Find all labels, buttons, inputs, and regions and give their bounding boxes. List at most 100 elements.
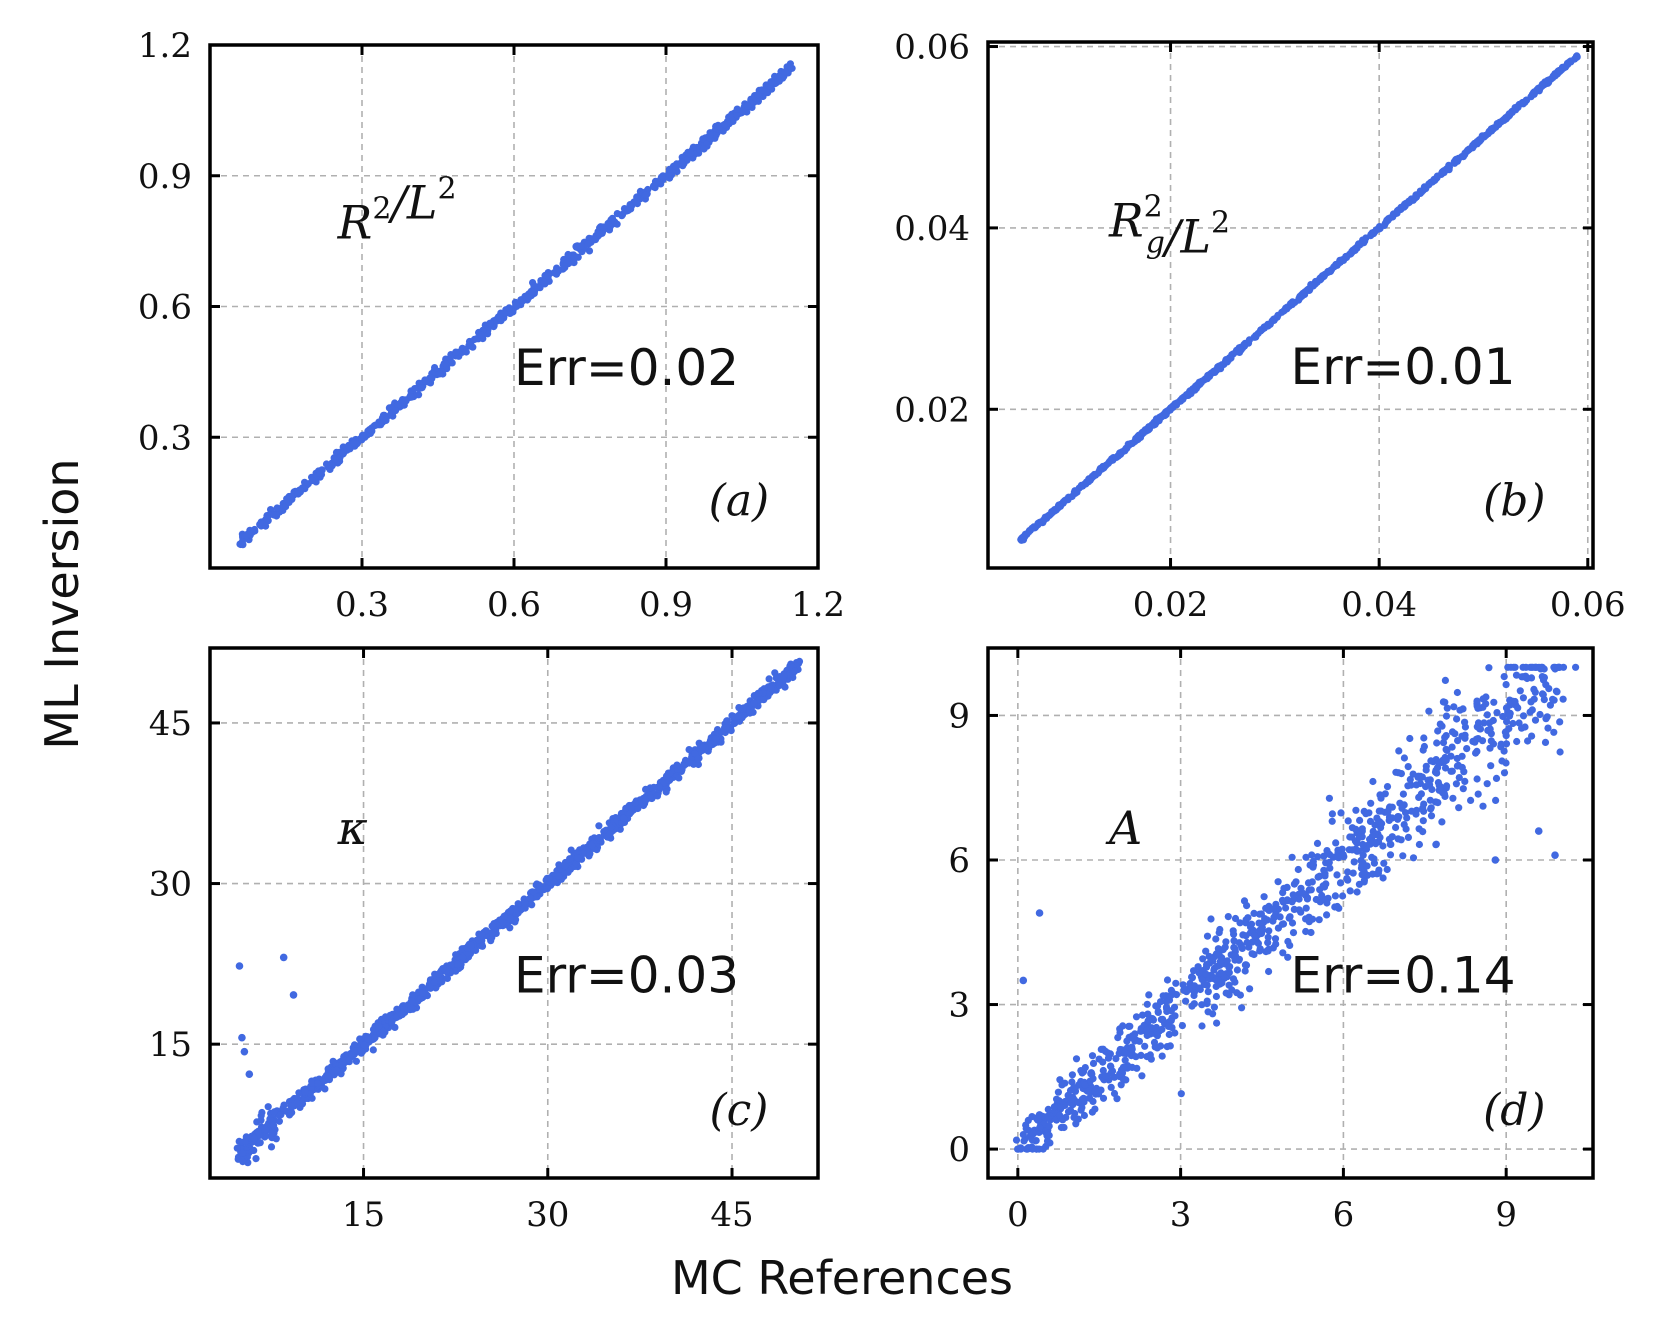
data-point [1461,734,1469,742]
data-point [1157,1042,1165,1050]
data-point [1400,821,1408,829]
error-label: Err=0.01 [1291,338,1516,396]
data-point [1212,982,1220,991]
data-point [287,1109,295,1117]
data-point [1439,698,1447,706]
data-point [1190,988,1198,996]
data-point [1323,899,1331,907]
data-point [322,460,331,468]
data-point [268,1129,276,1137]
data-point [1339,892,1347,900]
data-point [1386,840,1394,848]
data-point [459,954,467,962]
data-point [1452,780,1460,788]
data-point [1406,734,1414,743]
data-point [1404,782,1412,790]
data-point [746,709,754,717]
data-point [1200,980,1208,989]
data-point [1399,790,1407,798]
data-point [1502,681,1510,689]
data-point [691,749,699,758]
data-point [418,384,426,392]
data-point [1438,169,1446,177]
data-point [1480,719,1488,727]
data-point [1238,1004,1246,1012]
data-point [391,407,400,415]
data-point [533,893,541,901]
data-point [553,267,562,275]
data-point [382,416,390,424]
scatter-series [233,657,804,1167]
data-point [1017,1145,1025,1153]
data-point [1320,866,1328,874]
data-point [488,922,496,930]
data-point [1246,985,1254,993]
data-point [1302,927,1310,936]
data-point [1256,945,1264,953]
data-point [1243,938,1251,947]
data-point [1422,766,1430,774]
data-point [1203,997,1211,1005]
data-point [398,1010,406,1018]
data-point [1271,935,1280,943]
data-point [1487,737,1495,745]
data-point [1053,1095,1061,1103]
data-point [1284,953,1292,961]
data-point [1141,1042,1149,1050]
data-point [1399,852,1407,860]
x-tick-label: 1.2 [791,585,845,625]
data-point [1050,1103,1058,1111]
data-point [1243,902,1251,910]
data-point [1519,694,1527,702]
data-point [506,309,514,317]
data-point [733,111,741,119]
data-point [613,220,621,228]
data-point-outlier [1035,909,1044,917]
data-point-outlier [235,962,244,970]
data-point [1043,1137,1052,1145]
data-point [239,1158,247,1166]
data-point [530,282,538,290]
data-point [1374,224,1383,232]
data-point [1202,970,1210,978]
data-point [430,978,438,986]
data-point [1459,785,1467,793]
data-point [1089,1097,1097,1105]
data-point [1499,712,1507,721]
data-point [678,766,686,774]
data-point [250,1134,258,1143]
data-point [505,304,513,312]
data-point [1394,207,1402,215]
data-point [1442,712,1451,720]
data-point [655,783,663,791]
data-point [1138,1072,1146,1080]
data-point [1438,818,1446,826]
data-point [1187,389,1195,397]
data-point [699,135,707,143]
data-point [1058,1081,1066,1089]
y-tick-label: 0.04 [894,209,970,249]
data-point [261,1132,269,1140]
data-point [352,1057,360,1065]
data-point [1497,740,1505,748]
data-point [486,319,494,327]
data-point [1323,911,1331,919]
data-point [1112,453,1120,461]
data-point [1519,712,1528,720]
data-point [1138,1011,1147,1019]
x-tick-label: 15 [342,1195,385,1235]
data-point [1203,932,1212,940]
data-point [477,331,485,339]
data-point [1117,1081,1125,1089]
data-point [1406,775,1414,784]
data-point [1195,984,1203,992]
data-point [1397,836,1405,844]
data-point [1412,781,1420,789]
y-tick-label: 0.02 [894,390,970,430]
axes-frame [986,646,1595,1180]
data-point [1434,799,1442,807]
data-point [428,374,436,382]
x-tick-label: 0.04 [1341,585,1417,625]
data-point [1055,502,1063,510]
data-point [1121,1049,1129,1057]
